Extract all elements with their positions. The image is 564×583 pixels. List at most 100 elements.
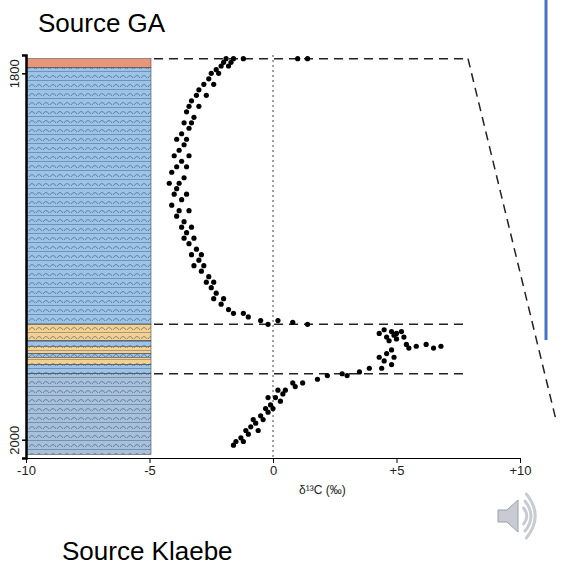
data-point bbox=[231, 311, 236, 316]
title: Source GA bbox=[38, 8, 166, 38]
data-point bbox=[204, 93, 209, 98]
data-point bbox=[211, 82, 216, 87]
caption: Source Klaebe bbox=[62, 536, 233, 566]
data-point bbox=[196, 258, 201, 263]
frame-line bbox=[545, 0, 548, 340]
data-point bbox=[184, 164, 189, 169]
data-point bbox=[214, 291, 219, 296]
data-point bbox=[248, 424, 253, 429]
data-point bbox=[325, 373, 330, 378]
y-tick: 2000 bbox=[7, 426, 26, 455]
data-point bbox=[305, 56, 310, 61]
data-point bbox=[179, 131, 184, 136]
data-point bbox=[246, 432, 251, 437]
data-point bbox=[219, 302, 224, 307]
data-point bbox=[258, 318, 263, 323]
data-point bbox=[278, 399, 283, 404]
x-axis: -10-50+5+10 bbox=[17, 458, 531, 478]
data-point bbox=[424, 342, 429, 347]
data-point bbox=[181, 236, 186, 241]
data-point bbox=[389, 347, 394, 352]
guide-line bbox=[154, 373, 468, 375]
data-point bbox=[377, 331, 382, 336]
data-point bbox=[172, 153, 177, 158]
data-point bbox=[172, 192, 177, 197]
data-point bbox=[401, 335, 406, 340]
data-point bbox=[340, 371, 345, 376]
guide-line bbox=[154, 324, 468, 326]
x-tick-label: -10 bbox=[17, 463, 36, 478]
data-point bbox=[181, 219, 186, 224]
guide-line bbox=[154, 58, 468, 60]
data-point bbox=[186, 153, 191, 158]
stratum bbox=[26, 59, 151, 68]
data-point bbox=[389, 362, 394, 367]
data-point bbox=[167, 181, 172, 186]
speaker-wave bbox=[525, 501, 531, 531]
data-point bbox=[241, 311, 246, 316]
data-point bbox=[414, 344, 419, 349]
y-tick: 1800 bbox=[7, 59, 26, 88]
data-point bbox=[219, 63, 224, 68]
stratum bbox=[26, 68, 151, 324]
data-point bbox=[194, 93, 199, 98]
data-point bbox=[345, 373, 350, 378]
data-point bbox=[293, 384, 298, 389]
data-point bbox=[199, 252, 204, 257]
data-point bbox=[265, 395, 270, 400]
data-point bbox=[174, 164, 179, 169]
y-tick-mark bbox=[22, 73, 26, 75]
data-point bbox=[406, 345, 411, 350]
data-point bbox=[256, 428, 261, 433]
speaker-icon[interactable] bbox=[498, 494, 535, 538]
x-tick: -5 bbox=[144, 458, 156, 478]
x-tick: +10 bbox=[509, 458, 531, 478]
data-point bbox=[315, 377, 320, 382]
data-point bbox=[384, 351, 389, 356]
data-point bbox=[199, 269, 204, 274]
speaker-body bbox=[498, 500, 518, 532]
data-point bbox=[174, 214, 179, 219]
data-point bbox=[211, 296, 216, 301]
data-point bbox=[206, 274, 211, 279]
plot-area bbox=[26, 55, 468, 458]
data-point bbox=[179, 159, 184, 164]
data-point bbox=[273, 395, 278, 400]
data-point bbox=[177, 148, 182, 153]
x-tick-label: 0 bbox=[270, 463, 277, 478]
data-point bbox=[191, 263, 196, 268]
stratum bbox=[26, 374, 151, 455]
y-tick-label: 2000 bbox=[7, 426, 22, 455]
stratum-pattern bbox=[26, 357, 151, 364]
data-point bbox=[201, 263, 206, 268]
x-tick-label: +10 bbox=[509, 463, 531, 478]
data-point bbox=[209, 71, 214, 76]
data-point bbox=[181, 120, 186, 125]
data-point bbox=[184, 137, 189, 142]
stratum-pattern bbox=[26, 324, 151, 340]
x-axis-title: δ¹³C (‰) bbox=[299, 483, 346, 497]
data-point bbox=[431, 345, 436, 350]
data-point bbox=[280, 391, 285, 396]
y-axis-line bbox=[22, 56, 27, 459]
data-point bbox=[204, 280, 209, 285]
stratum bbox=[26, 365, 151, 374]
data-point bbox=[246, 314, 251, 319]
data-point bbox=[209, 285, 214, 290]
data-point bbox=[196, 87, 201, 92]
x-tick-label: -5 bbox=[144, 463, 156, 478]
stratum-pattern bbox=[26, 354, 151, 358]
data-point bbox=[382, 358, 387, 363]
data-point bbox=[206, 76, 211, 81]
y-tick-mark bbox=[22, 439, 26, 441]
data-point bbox=[174, 186, 179, 191]
data-point bbox=[290, 320, 295, 325]
data-point bbox=[394, 336, 399, 341]
data-point bbox=[191, 236, 196, 241]
x-tick: -10 bbox=[17, 458, 36, 478]
connector-line bbox=[468, 59, 556, 420]
data-point bbox=[275, 388, 280, 393]
data-point bbox=[181, 142, 186, 147]
data-point bbox=[275, 318, 280, 323]
data-point bbox=[201, 82, 206, 87]
